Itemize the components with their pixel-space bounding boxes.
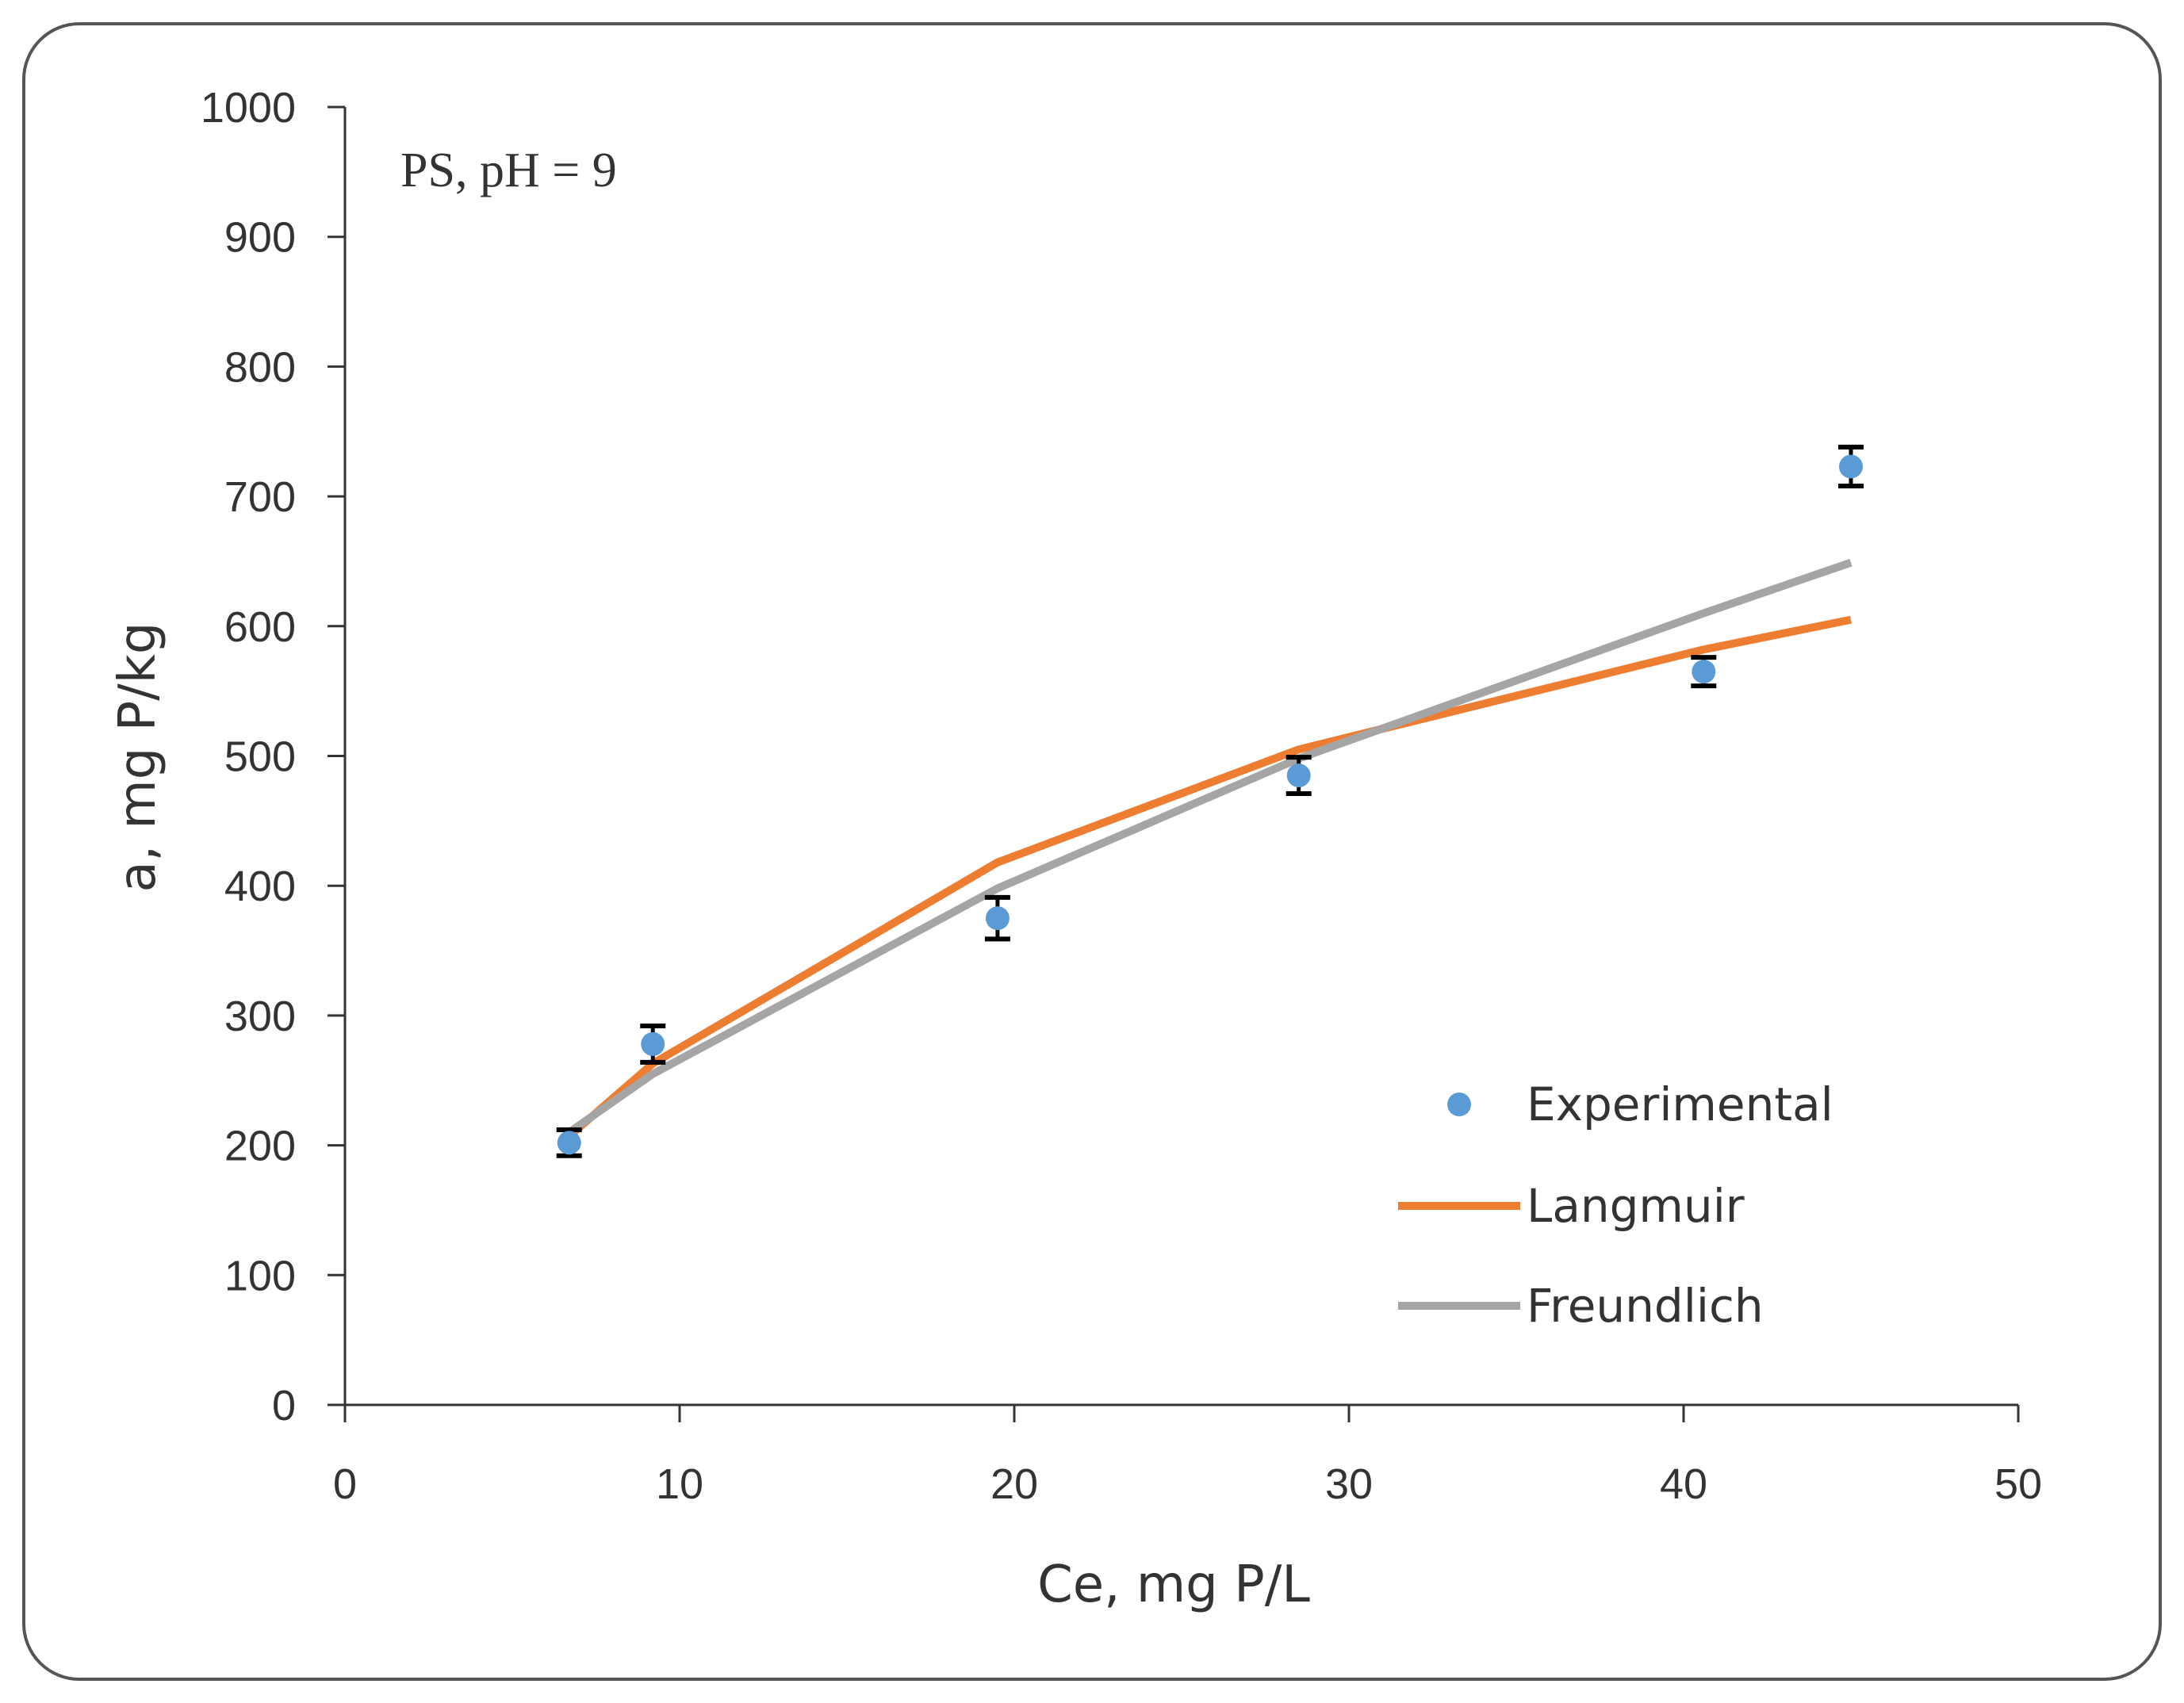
data-point xyxy=(557,1131,581,1155)
legend-label-experimental: Experimental xyxy=(1527,1077,1833,1131)
y-tick-label: 500 xyxy=(224,733,296,781)
y-tick-label: 600 xyxy=(224,603,296,651)
x-tick-label: 30 xyxy=(1325,1460,1373,1508)
experimental-points xyxy=(556,444,1864,1158)
x-axis-title: Ce, mg P/L xyxy=(1037,1556,1310,1614)
data-point xyxy=(1839,454,1863,479)
legend: Experimental Langmuir Freundlich xyxy=(1398,1077,1833,1333)
chart-annotation: PS, pH = 9 xyxy=(400,144,617,197)
x-tick-label: 20 xyxy=(990,1460,1038,1508)
y-tick-label: 700 xyxy=(224,473,296,521)
y-tick-label: 900 xyxy=(224,214,296,262)
x-tick-label: 50 xyxy=(1994,1460,2042,1508)
legend-label-langmuir: Langmuir xyxy=(1527,1179,1745,1233)
legend-marker-experimental xyxy=(1447,1093,1471,1116)
y-tick-label: 200 xyxy=(224,1123,296,1170)
y-tick-label: 800 xyxy=(224,343,296,391)
x-tick-label: 10 xyxy=(656,1460,703,1508)
axes: 0 10 20 30 40 5001002003004005006007008009001… xyxy=(201,84,2042,1508)
data-point xyxy=(641,1031,665,1056)
fit-lines xyxy=(566,558,1853,1139)
x-tick-label: 40 xyxy=(1660,1460,1707,1508)
y-tick-label: 400 xyxy=(224,863,296,910)
data-point xyxy=(1692,660,1716,684)
x-tick-label: 0 xyxy=(333,1460,357,1508)
y-tick-label: 1000 xyxy=(201,84,296,132)
freundlich-fit-line xyxy=(566,558,1853,1136)
langmuir-fit-line xyxy=(566,615,1852,1139)
y-axis-title: a, mg P/kg xyxy=(109,622,167,892)
y-tick-label: 300 xyxy=(224,993,296,1040)
y-tick-label: 100 xyxy=(224,1252,296,1299)
y-tick-label: 0 xyxy=(272,1382,296,1429)
legend-label-freundlich: Freundlich xyxy=(1527,1279,1764,1333)
data-point xyxy=(985,906,1010,931)
data-point xyxy=(1286,763,1311,788)
